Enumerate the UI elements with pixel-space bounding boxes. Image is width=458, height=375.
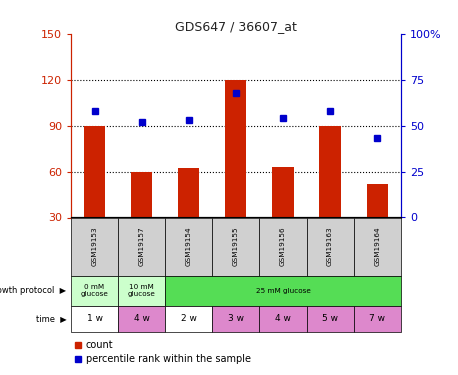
Text: 4 w: 4 w [134, 314, 150, 323]
Text: 4 w: 4 w [275, 314, 291, 323]
Bar [354, 217, 401, 276]
Title: GDS647 / 36607_at: GDS647 / 36607_at [175, 20, 297, 33]
Bar [306, 306, 354, 332]
Bar [71, 276, 118, 306]
Text: GSM19164: GSM19164 [374, 227, 380, 266]
Text: 2 w: 2 w [181, 314, 196, 323]
Bar [118, 276, 165, 306]
Text: 7 w: 7 w [369, 314, 385, 323]
Text: 3 w: 3 w [228, 314, 244, 323]
Bar [366, 184, 388, 218]
Bar [165, 306, 213, 332]
Bar [213, 306, 259, 332]
Bar [71, 217, 118, 276]
Bar [84, 126, 105, 218]
Text: 5 w: 5 w [322, 314, 338, 323]
Text: 25 mM glucose: 25 mM glucose [256, 288, 311, 294]
Bar [259, 306, 306, 332]
Text: 1 w: 1 w [87, 314, 103, 323]
Bar [225, 80, 246, 218]
Bar [118, 217, 165, 276]
Text: GSM19153: GSM19153 [92, 227, 98, 266]
Text: growth protocol  ▶: growth protocol ▶ [0, 286, 66, 295]
Bar [259, 217, 306, 276]
Text: GSM19155: GSM19155 [233, 227, 239, 266]
Bar [273, 167, 294, 218]
Bar [213, 217, 259, 276]
Text: count: count [86, 340, 113, 350]
Text: percentile rank within the sample: percentile rank within the sample [86, 354, 251, 364]
Text: 10 mM
glucose: 10 mM glucose [128, 284, 156, 297]
Text: GSM19163: GSM19163 [327, 227, 333, 266]
Bar [320, 126, 341, 218]
Bar [71, 306, 118, 332]
Bar [165, 217, 213, 276]
Text: GSM19157: GSM19157 [139, 227, 145, 266]
Bar [131, 172, 152, 217]
Text: time  ▶: time ▶ [36, 314, 66, 323]
Text: GSM19154: GSM19154 [186, 227, 192, 266]
Text: GSM19156: GSM19156 [280, 227, 286, 266]
Bar [118, 306, 165, 332]
Bar [165, 276, 401, 306]
Text: 0 mM
glucose: 0 mM glucose [81, 284, 109, 297]
Bar [178, 168, 199, 217]
Bar [354, 306, 401, 332]
Bar [306, 217, 354, 276]
